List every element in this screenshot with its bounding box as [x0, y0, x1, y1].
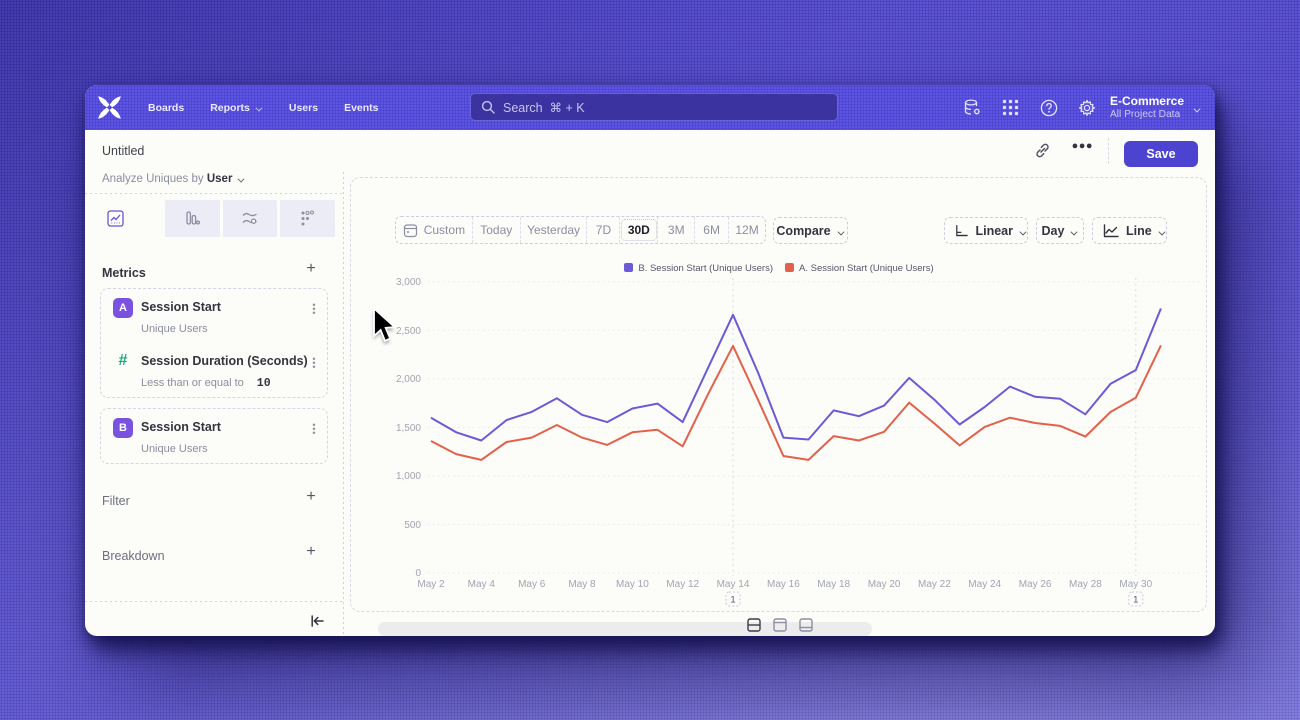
svg-text:1: 1: [1133, 595, 1138, 606]
svg-text:1: 1: [730, 595, 735, 606]
svg-text:May 28: May 28: [1069, 579, 1102, 590]
svg-text:May 30: May 30: [1119, 579, 1152, 590]
svg-text:May 22: May 22: [918, 579, 951, 590]
svg-text:500: 500: [404, 520, 421, 531]
svg-text:May 16: May 16: [767, 579, 800, 590]
svg-text:1,500: 1,500: [396, 423, 421, 434]
svg-text:May 20: May 20: [868, 579, 901, 590]
svg-text:May 10: May 10: [616, 579, 649, 590]
svg-text:May 8: May 8: [568, 579, 596, 590]
svg-text:1,000: 1,000: [396, 471, 421, 482]
svg-text:May 26: May 26: [1019, 579, 1052, 590]
svg-text:May 4: May 4: [468, 579, 496, 590]
svg-text:2,000: 2,000: [396, 374, 421, 385]
svg-text:May 6: May 6: [518, 579, 546, 590]
svg-text:May 14: May 14: [717, 579, 750, 590]
svg-text:May 24: May 24: [968, 579, 1001, 590]
svg-text:May 18: May 18: [817, 579, 850, 590]
svg-text:2,500: 2,500: [396, 326, 421, 337]
svg-text:3,000: 3,000: [396, 277, 421, 288]
svg-text:May 12: May 12: [666, 579, 699, 590]
svg-text:May 2: May 2: [417, 579, 445, 590]
svg-text:0: 0: [415, 568, 421, 579]
